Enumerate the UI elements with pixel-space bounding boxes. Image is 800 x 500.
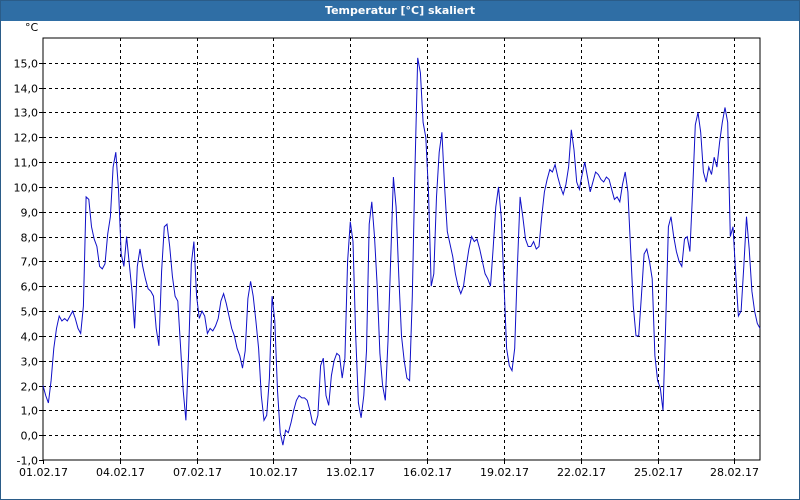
y-tick-label: 0,0 — [21, 430, 39, 443]
y-tick-label: 10,0 — [14, 182, 39, 195]
y-tick-label: 2,0 — [21, 381, 39, 394]
y-tick-label: 12,0 — [14, 132, 39, 145]
y-tick-label: -1,0 — [17, 455, 38, 468]
y-tick-label: 5,0 — [21, 306, 39, 319]
y-tick-label: 11,0 — [14, 157, 39, 170]
x-tick-label: 01.02.17 — [19, 466, 68, 479]
window-title: Temperatur [°C] skaliert — [1, 1, 799, 21]
y-tick-label: 14,0 — [14, 83, 39, 96]
x-tick-label: 07.02.17 — [173, 466, 222, 479]
x-tick-label: 22.02.17 — [557, 466, 606, 479]
x-tick-label: 25.02.17 — [634, 466, 683, 479]
y-tick-label: 4,0 — [21, 331, 39, 344]
y-tick-label: 6,0 — [21, 281, 39, 294]
x-tick-label: 13.02.17 — [326, 466, 375, 479]
x-tick-label: 28.02.17 — [710, 466, 759, 479]
x-tick-label: 04.02.17 — [96, 466, 145, 479]
y-tick-label: 3,0 — [21, 356, 39, 369]
y-axis-unit: °C — [25, 21, 39, 34]
temperature-chart: -1,0 0,0 1,0 2,0 3,0 4,0 5,0 6,0 7,0 8,0 9,0 10,0 11… — [14, 21, 761, 479]
y-tick-label: 13,0 — [14, 107, 39, 120]
y-tick-label: 1,0 — [21, 405, 39, 418]
x-tick-label: 10.02.17 — [249, 466, 298, 479]
y-tick-label: 9,0 — [21, 207, 39, 220]
y-tick-label: 7,0 — [21, 256, 39, 269]
plot-frame — [42, 37, 761, 461]
y-tick-label: 8,0 — [21, 232, 39, 245]
x-tick-label: 16.02.17 — [403, 466, 452, 479]
y-tick-label: 15,0 — [14, 58, 39, 71]
temperature-series-line — [42, 57, 761, 446]
x-tick-label: 19.02.17 — [480, 466, 529, 479]
